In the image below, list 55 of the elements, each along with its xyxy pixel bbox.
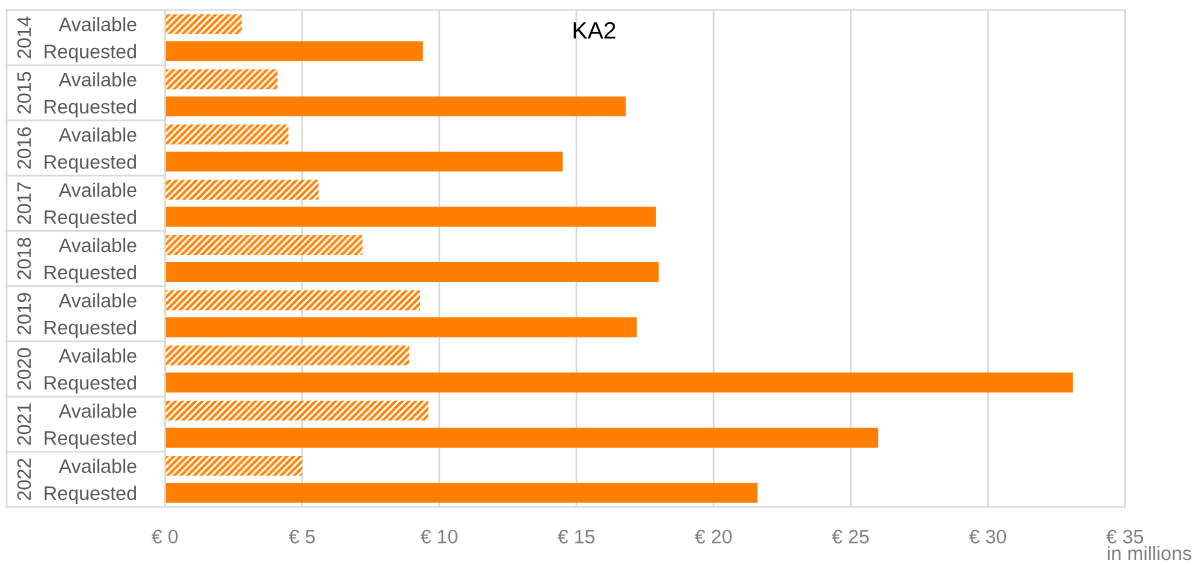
bar — [165, 69, 278, 90]
y-tick-label: 2021 — [17, 403, 32, 445]
series-label: Available — [58, 17, 137, 32]
series-label: Requested — [44, 44, 136, 63]
bar — [165, 179, 319, 200]
text: Requested — [44, 485, 136, 504]
y-tick-label: 2018 — [17, 237, 32, 280]
bar — [165, 262, 659, 282]
x-tick-label: € 35 — [1106, 529, 1144, 544]
text: Available — [58, 348, 137, 363]
text: Available — [58, 182, 137, 197]
text: Available — [58, 237, 137, 253]
x-tick-label: € 30 — [969, 529, 1007, 544]
x-tick-label: € 25 — [831, 529, 869, 544]
x-axis-title: in millions — [1107, 545, 1192, 561]
x-tick-label: € 5 — [288, 529, 315, 544]
bar — [165, 427, 879, 448]
text: Requested — [44, 209, 136, 228]
chart-title: KA2 — [573, 21, 616, 39]
bar — [165, 482, 758, 503]
text: Requested — [44, 99, 136, 118]
x-tick-label: € 20 — [694, 529, 732, 544]
text: Available — [58, 127, 137, 142]
bar — [165, 235, 363, 255]
y-tick-label: 2022 — [17, 458, 32, 501]
bar — [165, 151, 563, 172]
y-tick-label: 2017 — [17, 182, 32, 224]
bar — [165, 124, 289, 145]
text: Requested — [44, 320, 136, 339]
y-tick-label: 2016 — [17, 127, 32, 169]
y-tick-label: 2019 — [17, 293, 32, 335]
text: Available — [58, 72, 137, 87]
bar — [165, 345, 410, 366]
bar — [165, 96, 626, 117]
y-tick-label: 2015 — [17, 72, 32, 114]
bar — [165, 41, 423, 62]
y-tick-label: 2014 — [17, 16, 32, 59]
text: Available — [58, 403, 137, 418]
x-tick-label: € 15 — [557, 529, 595, 544]
text: Requested — [44, 375, 136, 394]
y-tick-label: 2020 — [17, 348, 32, 390]
bar — [165, 372, 1073, 393]
text: Available — [58, 293, 137, 308]
bar — [165, 14, 242, 35]
bar — [165, 455, 303, 476]
bar — [165, 317, 637, 338]
text: Requested — [44, 264, 136, 284]
bar — [165, 290, 421, 311]
bar — [165, 400, 429, 421]
text: Available — [58, 458, 137, 474]
bar — [165, 206, 656, 227]
text: Requested — [44, 430, 136, 449]
x-tick-label: € 0 — [151, 529, 178, 544]
x-tick-label: € 10 — [420, 529, 458, 544]
text: Requested — [44, 154, 136, 173]
